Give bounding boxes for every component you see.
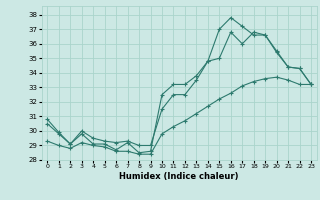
X-axis label: Humidex (Indice chaleur): Humidex (Indice chaleur): [119, 172, 239, 181]
